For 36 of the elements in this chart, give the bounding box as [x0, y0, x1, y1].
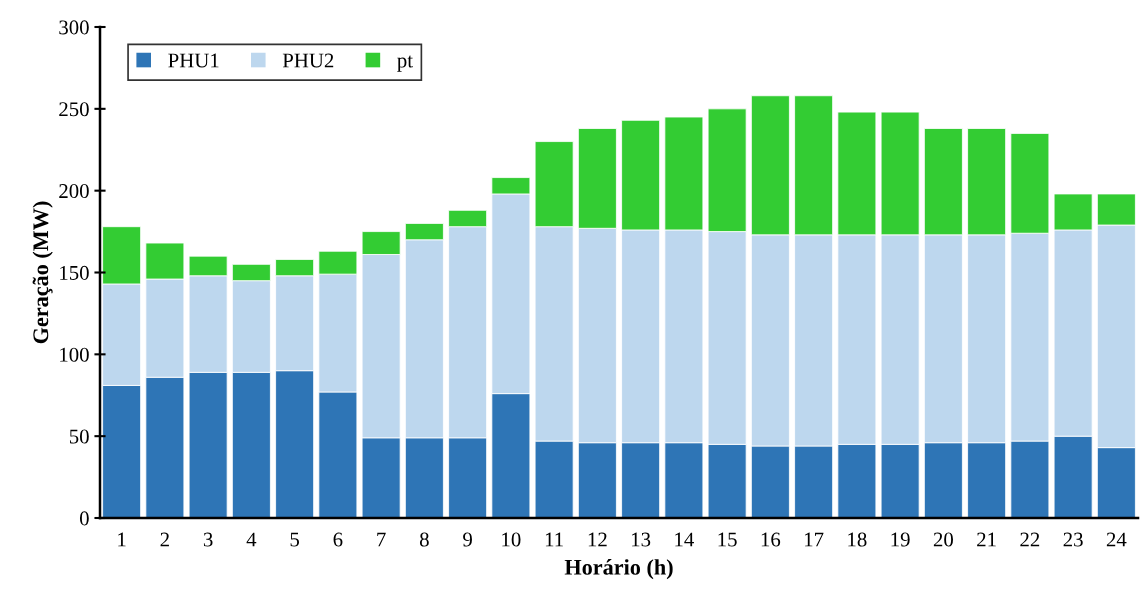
x-tick-label: 3	[203, 532, 213, 547]
x-tick-label: 7	[377, 532, 386, 547]
x-tick-label: 14	[675, 532, 694, 547]
y-axis-title: Geração (MW)	[32, 201, 53, 344]
x-tick-label: 4	[246, 532, 257, 547]
y-tick-label: 300	[59, 20, 89, 35]
legend-label: pt	[397, 55, 413, 72]
y-tick-label: 250	[59, 102, 89, 117]
y-tick-label: 0	[79, 511, 89, 526]
x-tick-label: 22	[1020, 532, 1040, 547]
x-tick-label: 5	[290, 532, 300, 547]
x-tick-label: 13	[632, 532, 651, 547]
x-tick-label: 11	[545, 532, 563, 547]
y-tick-label: 150	[60, 265, 89, 280]
x-tick-label: 9	[463, 532, 472, 547]
y-tick-label: 200	[59, 184, 89, 199]
x-tick-label: 24	[1106, 532, 1127, 547]
x-tick-label: 6	[333, 532, 343, 547]
x-tick-label: 15	[718, 532, 737, 547]
x-axis-title: Horário (h)	[564, 559, 673, 580]
legend-label: PHU1	[168, 53, 219, 68]
x-tick-label: 17	[805, 532, 824, 547]
x-tick-label: 8	[419, 532, 429, 547]
x-tick-label: 23	[1063, 532, 1083, 547]
x-tick-label: 19	[891, 532, 910, 547]
x-tick-label: 20	[933, 532, 953, 547]
x-tick-label: 10	[502, 532, 521, 547]
y-tick-label: 100	[60, 347, 89, 362]
x-tick-label: 18	[848, 532, 867, 547]
y-tick-label: 50	[69, 429, 89, 444]
x-tick-label: 2	[160, 532, 169, 547]
x-tick-label: 1	[118, 532, 126, 547]
x-tick-label: 21	[977, 532, 996, 547]
x-tick-label: 12	[588, 532, 607, 547]
legend-label: PHU2	[282, 53, 334, 68]
x-tick-label: 16	[761, 532, 781, 547]
